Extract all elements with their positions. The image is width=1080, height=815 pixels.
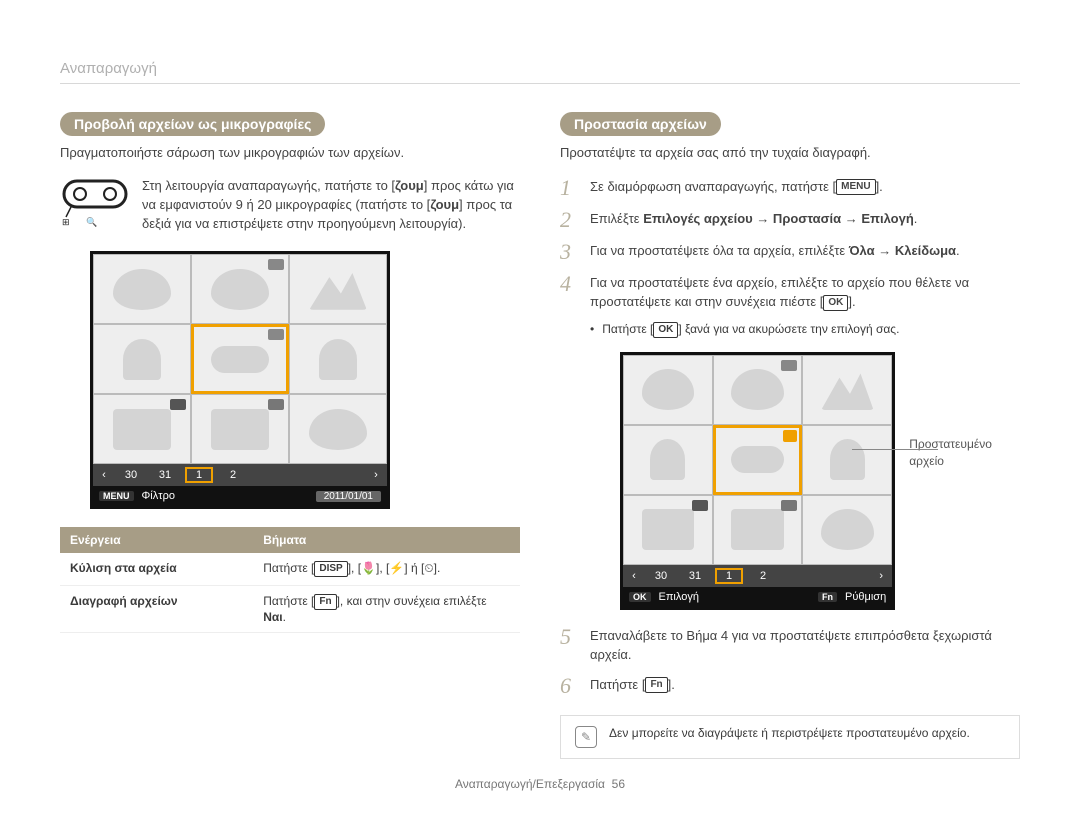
ok-chip: OK: [653, 322, 678, 338]
date-chip: 2011/01/01: [316, 491, 381, 502]
breadcrumb: Αναπαραγωγή: [60, 60, 1020, 84]
fn-chip: Fn: [314, 594, 336, 610]
thumb-cell: [713, 355, 803, 425]
thumb-cell: [623, 425, 713, 495]
chevron-right-icon: ›: [876, 570, 886, 582]
thumb-cell: [93, 394, 191, 464]
ok-chip: OK: [823, 295, 848, 311]
thumb-cell: [802, 425, 892, 495]
menu-chip: MENU: [99, 491, 134, 501]
note-icon: ✎: [575, 726, 597, 748]
thumb-cell: [713, 495, 803, 565]
actions-table: Ενέργεια Βήματα Κύλιση στα αρχεία Πατήστ…: [60, 527, 520, 633]
step-item: 5 Επαναλάβετε το Βήμα 4 για να προστατέψ…: [560, 626, 1020, 665]
disp-chip: DISP: [314, 561, 347, 577]
svg-text:🔍: 🔍: [86, 216, 97, 227]
table-row: Κύλιση στα αρχεία Πατήστε [DISP], [🌷], […: [60, 553, 520, 586]
thumb-cell: [191, 394, 289, 464]
step-item: 1 Σε διαμόρφωση αναπαραγωγής, πατήστε [M…: [560, 177, 1020, 199]
left-intro: Πραγματοποιήστε σάρωση των μικρογραφιών …: [60, 144, 520, 163]
callout-label: Προστατευμένο αρχείο: [909, 436, 1020, 470]
pagination-bar: ‹ 30 31 1 2 ›: [623, 565, 892, 587]
thumb-cell: [93, 324, 191, 394]
status-bar: MENU Φίλτρο 2011/01/01: [93, 486, 387, 506]
note-text: Δεν μπορείτε να διαγράψετε ή περιστρέψετ…: [609, 726, 970, 740]
svg-text:⊞: ⊞: [62, 217, 70, 227]
thumb-cell: [289, 254, 387, 324]
section-pill-thumbnails: Προβολή αρχείων ως μικρογραφίες: [60, 112, 325, 136]
thumb-cell: [93, 254, 191, 324]
table-row: Διαγραφή αρχείων Πατήστε [Fn], και στην …: [60, 586, 520, 633]
section-pill-protect: Προστασία αρχείων: [560, 112, 721, 136]
protect-grid-figure: ‹ 30 31 1 2 › OK Επιλογή Fn: [620, 352, 1020, 610]
right-column: Προστασία αρχείων Προστατέψτε τα αρχεία …: [560, 112, 1020, 759]
chevron-left-icon: ‹: [99, 469, 109, 481]
col-steps: Βήματα: [253, 527, 520, 553]
sub-bullet: Πατήστε [OK] ξανά για να ακυρώσετε την ε…: [590, 322, 1020, 338]
lock-icon: [783, 430, 797, 442]
fn-chip: Fn: [818, 592, 837, 602]
step-item: 4 Για να προστατέψετε ένα αρχείο, επιλέξ…: [560, 273, 1020, 312]
thumb-cell: [191, 254, 289, 324]
thumb-cell: [289, 394, 387, 464]
step-item: 2 Επιλέξτε Επιλογές αρχείου → Προστασία …: [560, 209, 1020, 231]
right-intro: Προστατέψτε τα αρχεία σας από την τυχαία…: [560, 144, 1020, 163]
status-bar: OK Επιλογή Fn Ρύθμιση: [623, 587, 892, 607]
fn-chip: Fn: [645, 677, 667, 693]
thumb-cell: [802, 495, 892, 565]
thumb-cell: [623, 495, 713, 565]
chevron-left-icon: ‹: [629, 570, 639, 582]
step-item: 3 Για να προστατέψετε όλα τα αρχεία, επι…: [560, 241, 1020, 263]
menu-chip: MENU: [836, 179, 875, 195]
thumb-cell: [289, 324, 387, 394]
thumb-cell: [623, 355, 713, 425]
zoom-description: Στη λειτουργία αναπαραγωγής, πατήστε το …: [142, 177, 520, 234]
thumb-cell: [802, 355, 892, 425]
page-footer: Αναπαραγωγή/Επεξεργασία 56: [0, 777, 1080, 791]
step-item: 6 Πατήστε [Fn].: [560, 675, 1020, 697]
callout-line: [852, 449, 938, 450]
zoom-rocker-icon: ⊞ 🔍: [60, 177, 130, 234]
left-column: Προβολή αρχείων ως μικρογραφίες Πραγματο…: [60, 112, 520, 759]
thumbnail-grid-figure: ‹ 30 31 1 2 › MENU Φίλτρο 2011/01/01: [90, 251, 390, 509]
thumb-cell-selected: [191, 324, 289, 394]
ok-chip: OK: [629, 592, 651, 602]
thumb-cell-protected: [713, 425, 803, 495]
chevron-right-icon: ›: [371, 469, 381, 481]
note-box: ✎ Δεν μπορείτε να διαγράψετε ή περιστρέψ…: [560, 715, 1020, 759]
pagination-bar: ‹ 30 31 1 2 ›: [93, 464, 387, 486]
col-action: Ενέργεια: [60, 527, 253, 553]
